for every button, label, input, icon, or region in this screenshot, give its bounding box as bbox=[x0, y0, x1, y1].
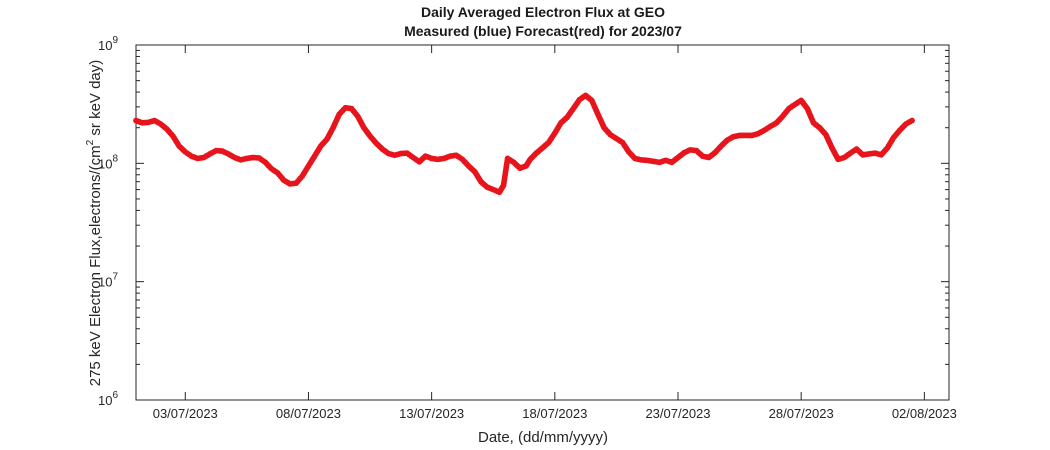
plot-area bbox=[135, 44, 950, 401]
data-points bbox=[133, 92, 915, 196]
y-tick-exponent: 7 bbox=[112, 272, 118, 283]
y-tick-label: 109 bbox=[98, 35, 118, 53]
y-tick-exponent: 6 bbox=[112, 390, 118, 401]
chart-title: Daily Averaged Electron Flux at GEO bbox=[421, 4, 665, 20]
y-tick-label: 108 bbox=[98, 153, 118, 171]
data-point bbox=[909, 117, 915, 124]
chart-subtitle: Measured (blue) Forecast(red) for 2023/0… bbox=[404, 23, 682, 39]
y-axis-label-units: sr keV day) bbox=[87, 60, 104, 140]
x-tick-label: 23/07/2023 bbox=[645, 406, 710, 421]
y-axis-label-superscript: 2 bbox=[85, 139, 96, 145]
x-axis: 03/07/2023 08/07/2023 13/07/2023 18/07/2023… bbox=[153, 45, 957, 421]
y-tick-base: 10 bbox=[98, 38, 112, 53]
x-tick-label: 28/07/2023 bbox=[769, 406, 834, 421]
x-axis-label: Date, (dd/mm/yyyy) bbox=[478, 429, 608, 446]
x-tick-label: 18/07/2023 bbox=[522, 406, 587, 421]
y-tick-label: 107 bbox=[98, 272, 118, 290]
x-tick-label: 13/07/2023 bbox=[399, 406, 464, 421]
y-tick-base: 10 bbox=[98, 275, 112, 290]
y-tick-label: 106 bbox=[98, 390, 118, 408]
y-tick-exponent: 8 bbox=[112, 153, 118, 164]
y-axis-label: 275 keV Electron Flux,electrons/(cm2 sr … bbox=[85, 60, 104, 387]
y-tick-base: 10 bbox=[98, 393, 112, 408]
y-tick-exponent: 9 bbox=[112, 35, 118, 46]
x-tick-label: 02/08/2023 bbox=[892, 406, 957, 421]
x-tick-label: 03/07/2023 bbox=[153, 406, 218, 421]
y-axis-label-main: 275 keV Electron Flux,electrons/(cm bbox=[87, 145, 104, 386]
y-tick-base: 10 bbox=[98, 156, 112, 171]
x-tick-label: 08/07/2023 bbox=[276, 406, 341, 421]
